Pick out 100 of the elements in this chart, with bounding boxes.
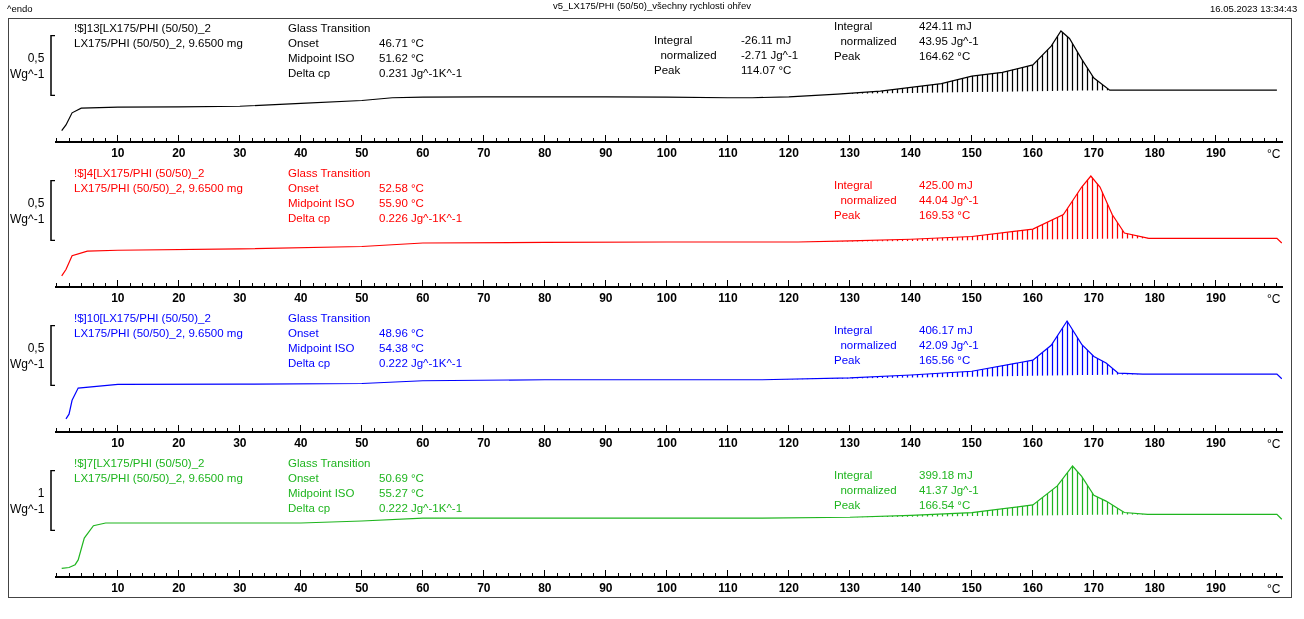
- x-tick-label: 160: [1022, 580, 1044, 595]
- x-tick-label: 180: [1144, 145, 1166, 160]
- x-tick-label: 60: [416, 580, 430, 595]
- x-tick-label: 100: [656, 435, 678, 450]
- x-tick-label: 180: [1144, 580, 1166, 595]
- x-tick-label: 90: [599, 145, 613, 160]
- x-tick-label: 60: [416, 290, 430, 305]
- annotation: Integral normalized Peak: [654, 34, 717, 76]
- x-tick-label: 190: [1205, 435, 1227, 450]
- y-axis-title: 1 Wg^-1: [10, 486, 45, 516]
- x-tick-label: 130: [839, 145, 861, 160]
- annotation: Integral normalized Peak: [834, 324, 897, 366]
- x-tick-label: 80: [538, 580, 552, 595]
- annotation: !$]13[LX175/PHI (50/50)_2 LX175/PHI (50/50)_2, 9.6500 mg: [74, 22, 243, 49]
- x-tick-label: 130: [839, 580, 861, 595]
- x-tick-label: 100: [656, 580, 678, 595]
- x-tick-label: 20: [172, 290, 186, 305]
- x-tick-label: 20: [172, 435, 186, 450]
- x-tick-label: 80: [538, 145, 552, 160]
- x-tick-label: 170: [1083, 580, 1105, 595]
- annotation: 50.69 °C 55.27 °C 0.222 Jg^-1K^-1: [379, 471, 463, 514]
- x-tick-label: 10: [111, 580, 125, 595]
- x-tick-label: 110: [718, 435, 738, 450]
- y-axis-title: 0,5 Wg^-1: [10, 51, 45, 81]
- x-tick-label: 190: [1205, 145, 1227, 160]
- x-tick-label: 150: [961, 145, 983, 160]
- x-tick-label: 50: [355, 290, 369, 305]
- x-tick-label: 20: [172, 580, 186, 595]
- x-tick-label: 180: [1144, 290, 1166, 305]
- x-tick-label: 50: [355, 580, 369, 595]
- x-tick-label: 80: [538, 290, 552, 305]
- x-tick-label: 110: [718, 290, 738, 305]
- annotation: 399.18 mJ 41.37 Jg^-1 166.54 °C: [919, 469, 979, 511]
- x-tick-label: 170: [1083, 435, 1105, 450]
- annotation: Glass Transition Onset Midpoint ISO Delta cp: [288, 22, 371, 79]
- x-tick-label: 190: [1205, 580, 1227, 595]
- x-tick-label: 70: [477, 580, 491, 595]
- x-tick-label: 140: [900, 145, 922, 160]
- x-tick-label: 50: [355, 145, 369, 160]
- x-tick-label: 150: [961, 290, 983, 305]
- annotation: Integral normalized Peak: [834, 469, 897, 511]
- x-tick-label: 100: [656, 290, 678, 305]
- x-tick-label: 40: [294, 145, 308, 160]
- x-tick-label: 60: [416, 145, 430, 160]
- x-tick-label: 70: [477, 435, 491, 450]
- annotation: !$]7[LX175/PHI (50/50)_2 LX175/PHI (50/50)_2, 9.6500 mg: [74, 457, 243, 484]
- x-axis-title: °C: [1267, 437, 1281, 451]
- x-tick-label: 50: [355, 435, 369, 450]
- x-tick-label: 160: [1022, 290, 1044, 305]
- annotation: 48.96 °C 54.38 °C 0.222 Jg^-1K^-1: [379, 326, 463, 369]
- x-tick-label: 130: [839, 290, 861, 305]
- x-tick-label: 40: [294, 290, 308, 305]
- text: ^endo: [7, 3, 33, 14]
- annotation: 46.71 °C 51.62 °C 0.231 Jg^-1K^-1: [379, 36, 463, 79]
- x-tick-label: 30: [233, 435, 247, 450]
- x-tick-label: 40: [294, 435, 308, 450]
- x-tick-label: 90: [599, 290, 613, 305]
- x-tick-label: 140: [900, 580, 922, 595]
- x-tick-label: 90: [599, 580, 613, 595]
- annotation: -26.11 mJ -2.71 Jg^-1 114.07 °C: [741, 34, 799, 76]
- y-axis-title: 0,5 Wg^-1: [10, 196, 45, 226]
- x-axis-title: °C: [1267, 147, 1281, 161]
- x-tick-label: 120: [778, 290, 800, 305]
- annotation: Integral normalized Peak: [834, 20, 897, 62]
- x-tick-label: 40: [294, 580, 308, 595]
- x-tick-label: 60: [416, 435, 430, 450]
- text: 16.05.2023 13:34:43: [1210, 3, 1298, 14]
- annotation: 406.17 mJ 42.09 Jg^-1 165.56 °C: [919, 324, 979, 366]
- x-tick-label: 90: [599, 435, 613, 450]
- x-tick-label: 170: [1083, 290, 1105, 305]
- x-tick-label: 190: [1205, 290, 1227, 305]
- annotation: 52.58 °C 55.90 °C 0.226 Jg^-1K^-1: [379, 181, 463, 224]
- x-tick-label: 160: [1022, 145, 1044, 160]
- x-tick-label: 30: [233, 580, 247, 595]
- x-tick-label: 10: [111, 435, 125, 450]
- chart-title: v5_LX175/PHI (50/50)_všechny rychlosti ohřev: [552, 0, 752, 11]
- x-axis-title: °C: [1267, 292, 1281, 306]
- x-tick-label: 130: [839, 435, 861, 450]
- x-tick-label: 10: [111, 145, 125, 160]
- x-tick-label: 100: [656, 145, 678, 160]
- annotation: Glass Transition Onset Midpoint ISO Delta cp: [288, 167, 371, 224]
- annotation: !$]10[LX175/PHI (50/50)_2 LX175/PHI (50/50)_2, 9.6500 mg: [74, 312, 243, 339]
- x-tick-label: 10: [111, 290, 125, 305]
- x-tick-label: 70: [477, 145, 491, 160]
- x-tick-label: 120: [778, 580, 800, 595]
- x-tick-label: 20: [172, 145, 186, 160]
- annotation: !$]4[LX175/PHI (50/50)_2 LX175/PHI (50/50)_2, 9.6500 mg: [74, 167, 243, 194]
- annotation: 425.00 mJ 44.04 Jg^-1 169.53 °C: [919, 179, 979, 221]
- x-tick-label: 80: [538, 435, 552, 450]
- x-tick-label: 30: [233, 290, 247, 305]
- x-tick-label: 180: [1144, 435, 1166, 450]
- x-tick-label: 120: [778, 435, 800, 450]
- x-tick-label: 150: [961, 580, 983, 595]
- x-axis-title: °C: [1267, 582, 1281, 596]
- x-tick-label: 30: [233, 145, 247, 160]
- x-tick-label: 140: [900, 435, 922, 450]
- x-tick-label: 150: [961, 435, 983, 450]
- x-tick-label: 160: [1022, 435, 1044, 450]
- x-tick-label: 110: [718, 145, 738, 160]
- x-tick-label: 140: [900, 290, 922, 305]
